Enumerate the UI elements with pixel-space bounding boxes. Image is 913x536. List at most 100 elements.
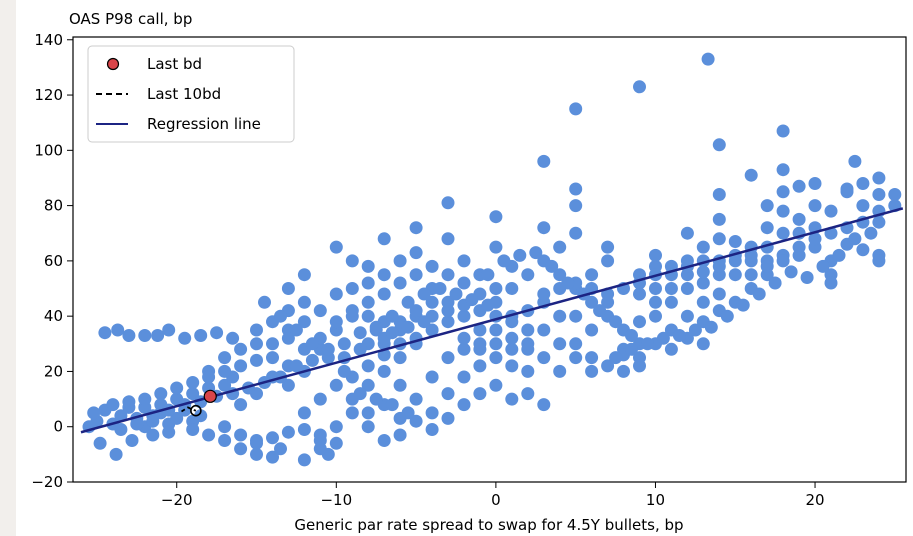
scatter-point <box>385 398 399 412</box>
scatter-point <box>202 428 216 442</box>
scatter-point <box>234 428 248 442</box>
scatter-point <box>186 376 200 389</box>
scatter-point <box>393 378 407 392</box>
scatter-point <box>441 268 455 282</box>
scatter-point <box>329 420 343 434</box>
scatter-point <box>361 359 375 373</box>
scatter-point <box>609 315 623 329</box>
scatter-point <box>593 304 607 318</box>
scatter-point <box>601 359 615 373</box>
scatter-point <box>872 188 886 201</box>
scatter-point <box>162 323 176 337</box>
scatter-point <box>433 282 447 295</box>
scatter-point <box>250 436 263 450</box>
scatter-point <box>258 295 271 309</box>
scatter-point <box>760 259 774 273</box>
scatter-point <box>728 254 742 268</box>
scatter-point <box>313 304 327 318</box>
scatter-point <box>401 295 415 309</box>
scatter-point <box>457 370 471 384</box>
scatter-point <box>680 282 694 295</box>
scatter-point <box>266 337 279 351</box>
scatter-point <box>553 268 567 282</box>
scatter-point <box>800 271 814 284</box>
scatter-point <box>736 298 750 312</box>
scatter-point <box>266 431 279 445</box>
scatter-point <box>138 392 152 406</box>
scatter-point <box>98 326 112 340</box>
scatter-point <box>688 323 702 337</box>
scatter-point <box>218 364 232 378</box>
scatter-point <box>784 265 798 279</box>
scatter-point <box>441 315 455 329</box>
scatter-point <box>792 179 806 193</box>
scatter-point <box>744 268 758 282</box>
scatter-point <box>585 295 599 309</box>
scatter-point <box>449 287 463 301</box>
scatter-point <box>553 364 567 378</box>
scatter-point <box>441 387 455 401</box>
scatter-point <box>545 259 559 273</box>
scatter-point <box>664 342 678 356</box>
scatter-point <box>313 442 327 456</box>
scatter-point <box>218 378 232 392</box>
scatter-point <box>266 351 279 365</box>
scatter-point <box>824 204 838 218</box>
scatter-point <box>601 254 615 268</box>
scatter-point <box>87 406 101 420</box>
scatter-point <box>361 420 375 434</box>
legend: Last bd Last 10bd Regression line <box>87 45 295 143</box>
scatter-point <box>281 282 295 295</box>
scatter-point <box>569 226 583 240</box>
scatter-point <box>151 329 165 342</box>
scatter-point <box>505 392 519 406</box>
scatter-point <box>425 323 439 337</box>
legend-last-bd-marker <box>106 57 120 71</box>
scatter-point <box>122 395 136 409</box>
scatter-point <box>218 420 232 434</box>
scatter-point <box>505 342 519 356</box>
scatter-point <box>457 276 471 290</box>
legend-box <box>87 45 295 143</box>
scatter-point <box>425 295 439 309</box>
plot-frame <box>72 36 907 483</box>
scatter-point <box>321 342 335 356</box>
scatter-point <box>521 342 535 356</box>
scatter-point <box>569 199 583 213</box>
scatter-point <box>297 453 311 467</box>
scatter-point <box>585 351 599 365</box>
scatter-point <box>250 323 263 337</box>
scatter-point <box>377 232 391 246</box>
scatter-point <box>744 248 758 262</box>
scatter-point <box>178 331 192 345</box>
scatter-point <box>329 240 343 254</box>
scatter-point <box>297 315 311 329</box>
scatter-point <box>888 188 902 201</box>
y-tick-label: 120 <box>34 86 63 104</box>
scatter-point <box>345 406 359 420</box>
scatter-point <box>266 450 279 464</box>
scatter-point <box>656 331 670 345</box>
scatter-point <box>609 351 623 365</box>
scatter-point <box>625 329 638 342</box>
scatter-point <box>712 138 726 152</box>
scatter-point <box>696 295 710 309</box>
scatter-point <box>393 254 407 268</box>
scatter-point <box>409 304 423 318</box>
scatter-point <box>633 80 646 94</box>
scatter-point <box>345 304 359 318</box>
scatter-point <box>513 248 527 262</box>
scatter-point <box>601 240 615 254</box>
scatter-point <box>329 315 343 329</box>
scatter-point <box>305 353 319 367</box>
x-axis-label: Generic par rate spread to swap for 4.5Y… <box>294 516 683 534</box>
scatter-point <box>186 423 200 436</box>
scatter-point <box>776 226 790 240</box>
scatter-point <box>641 337 654 351</box>
scatter-point <box>744 168 758 182</box>
scatter-point <box>832 248 846 262</box>
scatter-point <box>202 370 216 384</box>
y-tick-label: 60 <box>44 252 63 270</box>
scatter-point <box>864 226 878 240</box>
scatter-point <box>585 268 599 282</box>
